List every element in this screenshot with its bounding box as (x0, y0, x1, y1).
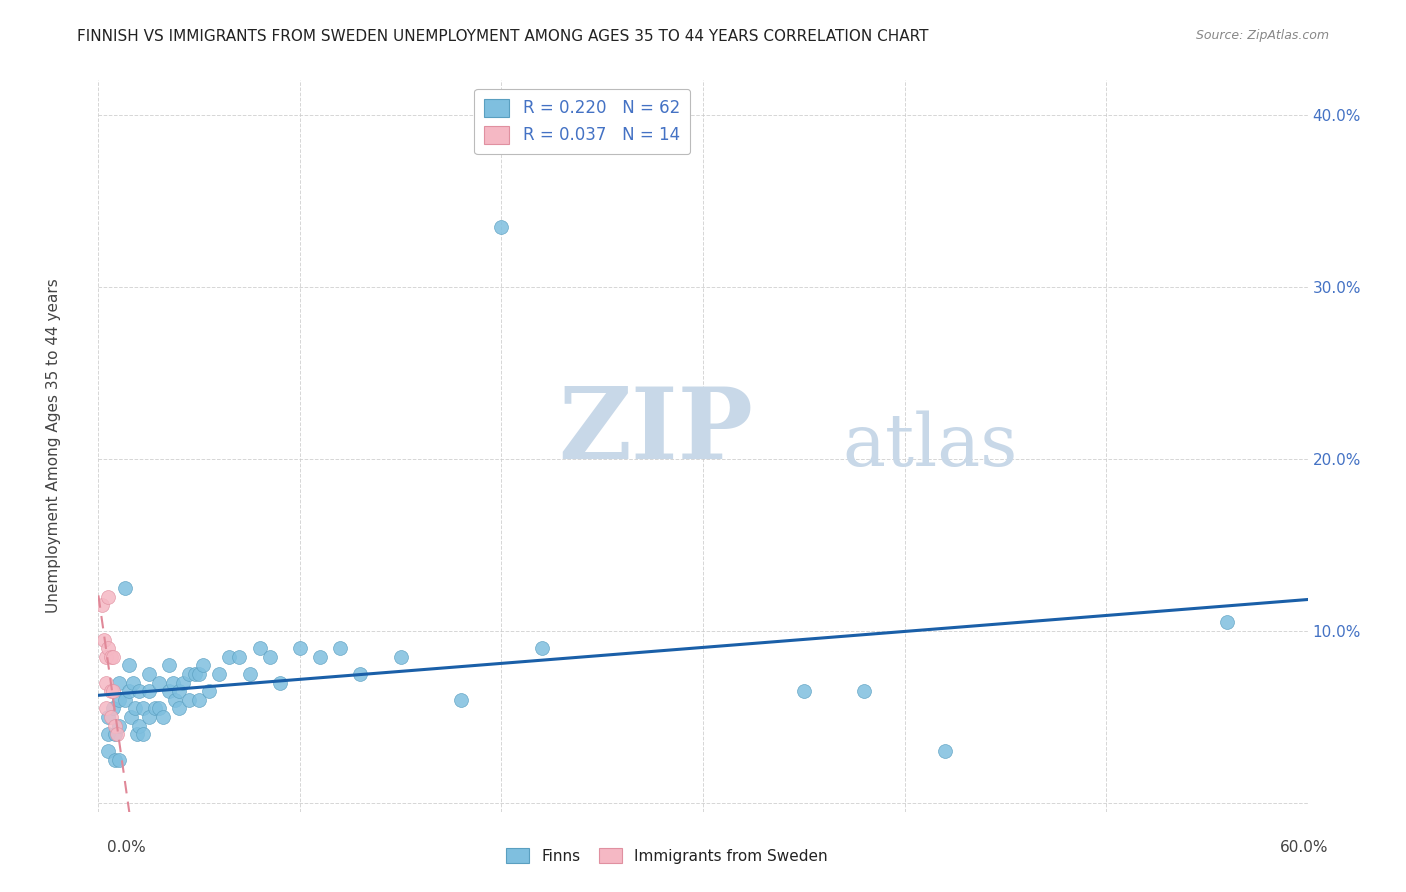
Point (172, 675, 194, 690)
Point (103, 719, 125, 733)
Point (103, 727, 125, 741)
Point (107, 693, 129, 707)
Point (97, 727, 120, 741)
Point (218, 649, 240, 664)
Point (389, 649, 412, 664)
Point (138, 667, 160, 681)
Point (96, 701, 118, 715)
Point (100, 684, 122, 698)
Point (105, 727, 128, 741)
Point (132, 727, 155, 741)
Point (157, 684, 180, 698)
Point (97, 590, 120, 604)
Text: 60.0%: 60.0% (1281, 840, 1329, 855)
Point (128, 684, 150, 698)
Point (188, 693, 211, 707)
Point (121, 675, 143, 690)
Point (132, 701, 155, 715)
Point (184, 667, 207, 681)
Point (309, 649, 332, 664)
Point (167, 684, 190, 698)
Point (450, 693, 472, 707)
Text: Unemployment Among Ages 35 to 44 years: Unemployment Among Ages 35 to 44 years (46, 278, 60, 614)
Point (100, 710, 122, 724)
Point (93, 632, 115, 647)
Point (97, 710, 120, 724)
Point (491, 219, 513, 234)
Point (114, 581, 136, 595)
Point (97, 744, 120, 758)
Legend: Finns, Immigrants from Sweden: Finns, Immigrants from Sweden (501, 842, 834, 870)
Text: atlas: atlas (842, 410, 1018, 482)
Point (208, 667, 231, 681)
Point (97, 641, 120, 656)
Text: FINNISH VS IMMIGRANTS FROM SWEDEN UNEMPLOYMENT AMONG AGES 35 TO 44 YEARS CORRELA: FINNISH VS IMMIGRANTS FROM SWEDEN UNEMPL… (77, 29, 929, 44)
Point (118, 684, 141, 698)
Point (120, 710, 142, 724)
Point (107, 753, 129, 767)
Point (101, 684, 124, 698)
Point (193, 658, 215, 673)
Point (259, 649, 281, 664)
Point (228, 649, 250, 664)
Text: ZIP: ZIP (558, 383, 752, 480)
Point (162, 675, 184, 690)
Point (100, 649, 122, 664)
Point (239, 667, 262, 681)
Point (329, 641, 352, 656)
Point (188, 667, 211, 681)
Point (167, 701, 190, 715)
Point (1216, 615, 1239, 630)
Point (138, 684, 160, 698)
Point (152, 710, 174, 724)
Point (107, 719, 129, 733)
Point (148, 675, 170, 690)
Point (124, 701, 146, 715)
Point (179, 693, 201, 707)
Point (96, 649, 118, 664)
Point (118, 658, 141, 673)
Point (143, 701, 166, 715)
Point (125, 727, 148, 741)
Point (96, 675, 118, 690)
Point (793, 684, 815, 698)
Point (103, 753, 125, 767)
Text: Source: ZipAtlas.com: Source: ZipAtlas.com (1195, 29, 1329, 42)
Point (101, 701, 124, 715)
Point (269, 675, 291, 690)
Point (91, 598, 114, 612)
Point (198, 684, 221, 698)
Point (101, 649, 124, 664)
Point (138, 710, 160, 724)
Text: 0.0%: 0.0% (107, 840, 146, 855)
Point (249, 641, 271, 656)
Point (530, 641, 553, 656)
Point (179, 667, 201, 681)
Point (128, 719, 150, 733)
Point (114, 693, 136, 707)
Point (853, 684, 876, 698)
Point (288, 641, 311, 656)
Point (934, 744, 956, 758)
Point (163, 693, 186, 707)
Point (157, 658, 180, 673)
Point (107, 675, 129, 690)
Point (148, 701, 170, 715)
Point (349, 667, 371, 681)
